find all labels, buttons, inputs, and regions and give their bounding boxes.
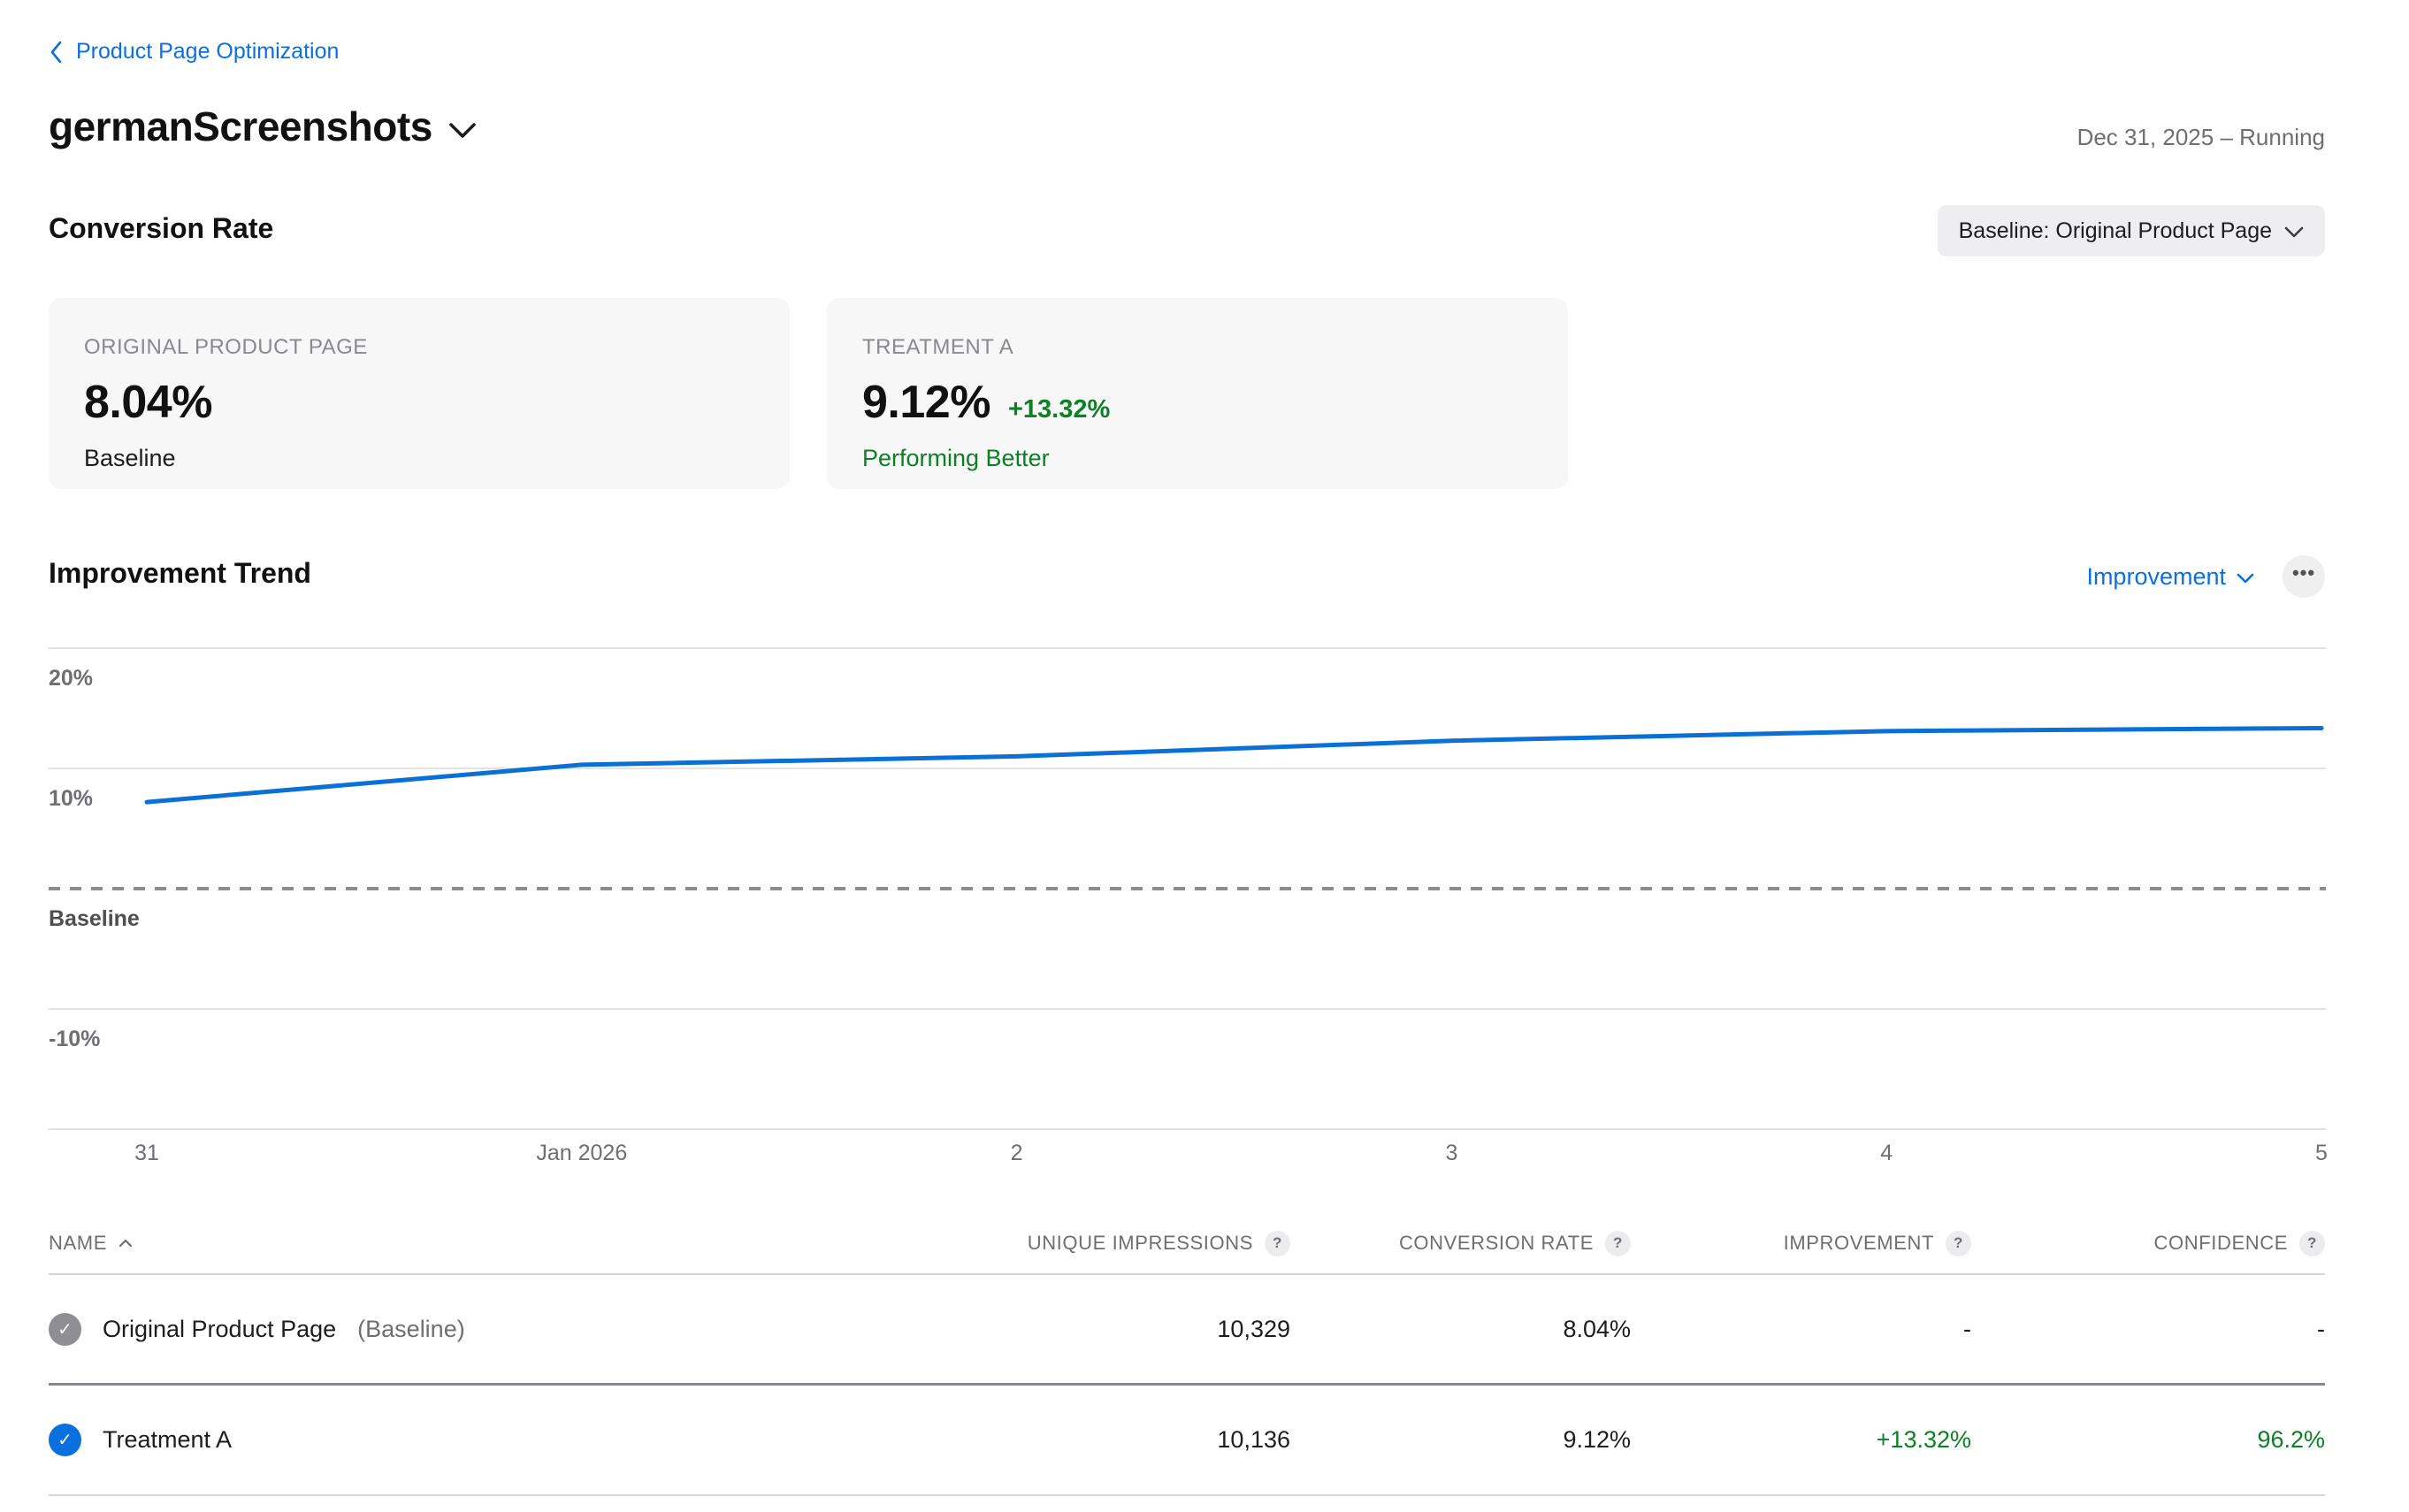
- improvement-trend-heading: Improvement Trend: [49, 557, 311, 589]
- card-status: Performing Better: [862, 445, 1050, 471]
- experiment-title-dropdown[interactable]: germanScreenshots: [49, 103, 477, 150]
- conversion-rate-value: 8.04%: [1563, 1315, 1631, 1342]
- svg-text:Jan 2026: Jan 2026: [536, 1141, 627, 1165]
- series-visibility-toggle-checked-icon[interactable]: ✓: [49, 1424, 81, 1456]
- help-icon[interactable]: ?: [1605, 1230, 1631, 1256]
- trend-controls: Improvement •••: [2086, 555, 2325, 598]
- experiment-date-status: Dec 31, 2025 – Running: [2076, 124, 2325, 150]
- confidence-value: 96.2%: [2257, 1426, 2325, 1453]
- help-icon[interactable]: ?: [1265, 1230, 1290, 1256]
- svg-text:4: 4: [1880, 1141, 1893, 1165]
- column-header-name[interactable]: NAME: [49, 1232, 985, 1255]
- column-header-label: UNIQUE IMPRESSIONS: [1027, 1232, 1253, 1254]
- column-header-confidence[interactable]: CONFIDENCE ?: [2153, 1230, 2325, 1256]
- help-icon[interactable]: ?: [2299, 1230, 2325, 1256]
- card-conversion-rate: 8.04%: [84, 377, 212, 428]
- baseline-selector-label: Baseline: Original Product Page: [1958, 218, 2272, 243]
- treatment-name: Treatment A: [103, 1426, 233, 1453]
- breadcrumb-label: Product Page Optimization: [76, 39, 340, 64]
- series-visibility-toggle-checked-icon[interactable]: ✓: [49, 1312, 81, 1346]
- svg-text:Baseline: Baseline: [49, 906, 140, 931]
- svg-text:31: 31: [134, 1141, 159, 1165]
- card-conversion-rate: 9.12%: [862, 377, 990, 428]
- column-header-label: IMPROVEMENT: [1783, 1232, 1934, 1254]
- check-icon: ✓: [57, 1431, 73, 1450]
- card-label: TREATMENT A: [862, 335, 1014, 359]
- unique-impressions-value: 10,136: [1217, 1426, 1290, 1453]
- table-header-row: NAME UNIQUE IMPRESSIONS ? CONVERSION RAT…: [49, 1213, 2325, 1275]
- conversion-rate-value: 9.12%: [1563, 1426, 1631, 1453]
- card-status: Baseline: [84, 445, 176, 471]
- sort-ascending-icon: [119, 1239, 133, 1248]
- check-icon: ✓: [57, 1319, 73, 1340]
- column-header-improvement[interactable]: IMPROVEMENT ?: [1783, 1230, 1971, 1256]
- column-header-label: CONVERSION RATE: [1398, 1232, 1594, 1254]
- improvement-value: -: [1963, 1315, 1971, 1342]
- help-icon[interactable]: ?: [1946, 1230, 1971, 1256]
- title-chevron-down-icon: [448, 123, 476, 138]
- card-delta: +13.32%: [1007, 395, 1111, 424]
- column-header-label: CONFIDENCE: [2153, 1232, 2288, 1254]
- metric-cards: ORIGINAL PRODUCT PAGE 8.04% Baseline TRE…: [49, 298, 1568, 489]
- svg-text:10%: 10%: [49, 786, 93, 811]
- svg-text:5: 5: [2315, 1141, 2328, 1165]
- breadcrumb-back-link[interactable]: Product Page Optimization: [49, 39, 339, 65]
- metric-selector-dropdown[interactable]: Improvement: [2086, 563, 2254, 591]
- baseline-selector-button[interactable]: Baseline: Original Product Page: [1937, 205, 2325, 256]
- metric-selector-label: Improvement: [2086, 562, 2226, 590]
- table-row-original-product-page: ✓ Original Product Page (Baseline) 10,32…: [49, 1275, 2325, 1386]
- treatment-name: Original Product Page: [103, 1315, 337, 1342]
- svg-text:3: 3: [1445, 1141, 1457, 1165]
- svg-text:20%: 20%: [49, 666, 93, 691]
- trend-chart: 20% 10% Baseline -10% 31 Jan 2026 2 3 4 5: [49, 647, 2328, 1165]
- baseline-chevron-down-icon: [2284, 226, 2304, 238]
- table-row-treatment-a: ✓ Treatment A 10,136 9.12% +13.32% 96.2%: [49, 1386, 2325, 1496]
- card-original-product-page: ORIGINAL PRODUCT PAGE 8.04% Baseline: [49, 298, 790, 489]
- column-header-conversion-rate[interactable]: CONVERSION RATE ?: [1398, 1230, 1631, 1256]
- back-chevron-icon: [50, 41, 62, 63]
- card-treatment-a: TREATMENT A 9.12% +13.32% Performing Bet…: [827, 298, 1568, 489]
- treatment-name-cell: ✓ Original Product Page (Baseline): [49, 1312, 985, 1346]
- confidence-value: -: [2317, 1315, 2325, 1342]
- column-header-unique-impressions[interactable]: UNIQUE IMPRESSIONS ?: [1027, 1230, 1290, 1256]
- ellipsis-icon: •••: [2291, 561, 2316, 584]
- treatment-name-suffix: (Baseline): [357, 1315, 465, 1342]
- page-title: germanScreenshots: [49, 103, 432, 149]
- results-table: NAME UNIQUE IMPRESSIONS ? CONVERSION RAT…: [49, 1213, 2325, 1496]
- svg-text:2: 2: [1011, 1141, 1023, 1165]
- metric-chevron-down-icon: [2237, 573, 2254, 584]
- column-header-label: NAME: [49, 1232, 107, 1254]
- unique-impressions-value: 10,329: [1217, 1315, 1290, 1342]
- svg-text:-10%: -10%: [49, 1027, 100, 1051]
- card-label: ORIGINAL PRODUCT PAGE: [84, 335, 368, 359]
- improvement-value: +13.32%: [1876, 1426, 1971, 1453]
- treatment-name-cell: ✓ Treatment A: [49, 1424, 985, 1456]
- conversion-rate-heading: Conversion Rate: [49, 212, 274, 244]
- more-options-button[interactable]: •••: [2283, 555, 2325, 598]
